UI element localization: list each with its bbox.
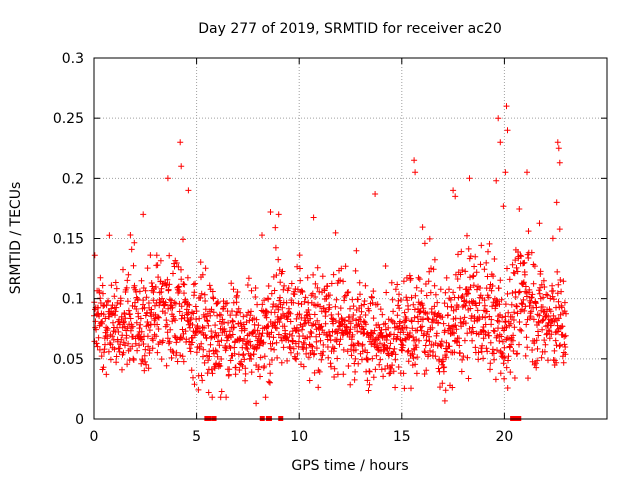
x-tick-label: 0 [90,429,99,445]
scatter-markers [91,103,569,407]
axis-ticks [93,57,607,420]
y-tick-label: 0.3 [62,51,84,67]
x-tick-label: 20 [495,429,513,445]
x-tick-label: 15 [393,429,411,445]
x-tick-label: 5 [192,429,201,445]
y-tick-label: 0.25 [53,111,84,127]
y-axis-label: SRMTID / TECUs [8,182,24,295]
y-tick-label: 0.2 [62,171,84,187]
plot-frame [93,57,608,420]
chart-title: Day 277 of 2019, SRMTID for receiver ac2… [198,21,502,37]
y-tick-label: 0 [75,412,84,428]
y-tick-label: 0.1 [62,292,84,308]
grid-lines [94,58,607,419]
tick-labels: 0 5 10 15 20 0 0.05 0.1 0.15 0.2 0.25 0.3 [53,51,513,445]
y-tick-label: 0.05 [53,352,84,368]
y-tick-label: 0.15 [53,232,84,248]
x-tick-label: 10 [290,429,308,445]
data-points [91,103,569,421]
x-axis-label: GPS time / hours [291,458,408,474]
